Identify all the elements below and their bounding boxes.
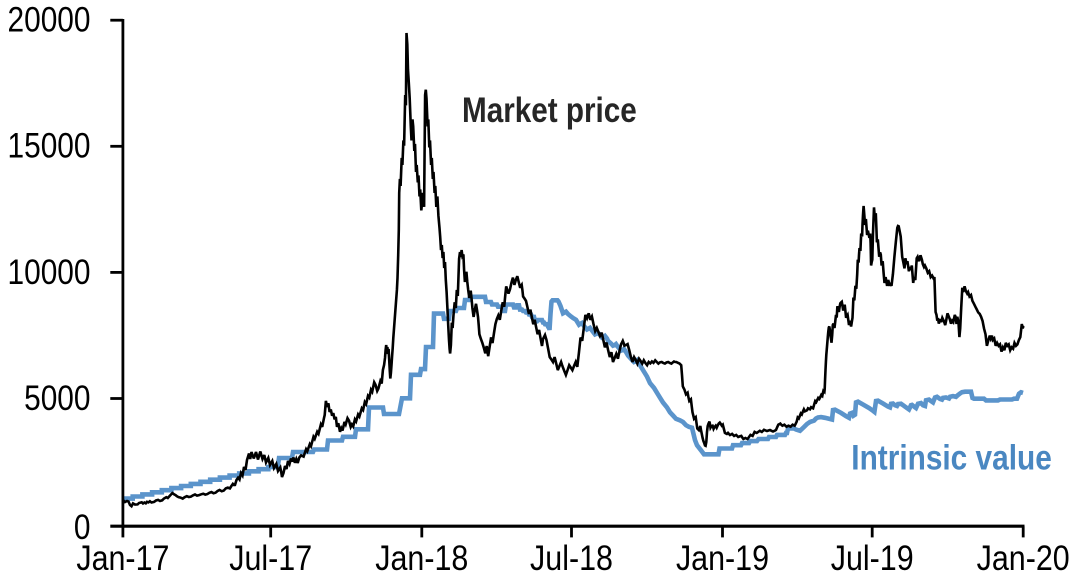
svg-text:Jan-20: Jan-20 — [977, 539, 1070, 578]
svg-text:Jul-17: Jul-17 — [229, 539, 312, 578]
svg-text:Intrinsic value: Intrinsic value — [851, 437, 1052, 477]
svg-text:5000: 5000 — [24, 379, 90, 418]
svg-text:0: 0 — [74, 508, 91, 547]
svg-text:Jan-19: Jan-19 — [676, 539, 769, 578]
svg-text:Jul-18: Jul-18 — [530, 539, 613, 578]
svg-text:10000: 10000 — [8, 253, 91, 292]
svg-text:Jan-18: Jan-18 — [375, 539, 468, 578]
svg-text:Jan-17: Jan-17 — [76, 539, 169, 578]
svg-text:20000: 20000 — [8, 1, 91, 40]
svg-text:Market price: Market price — [462, 90, 637, 130]
svg-text:Jul-19: Jul-19 — [831, 539, 914, 578]
svg-text:15000: 15000 — [8, 127, 91, 166]
